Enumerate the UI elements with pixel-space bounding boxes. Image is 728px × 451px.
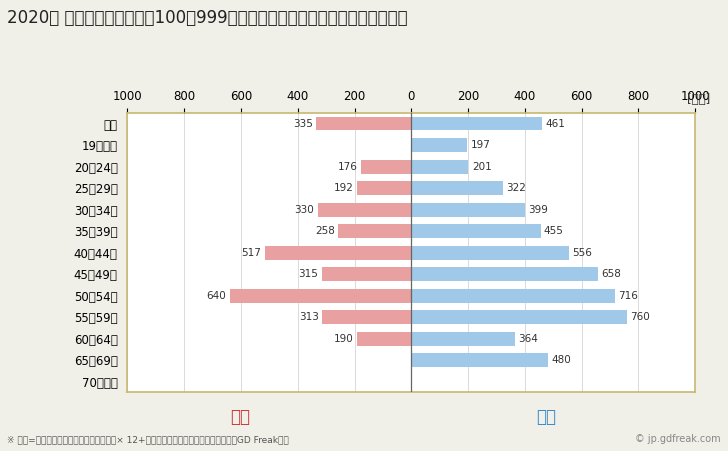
Bar xyxy=(317,202,411,216)
Text: 2020年 民間企業（従業者数100～999人）フルタイム労働者の男女別平均年収: 2020年 民間企業（従業者数100～999人）フルタイム労働者の男女別平均年収 xyxy=(7,9,408,27)
Text: 女性: 女性 xyxy=(230,408,250,426)
Text: 480: 480 xyxy=(551,355,571,365)
Text: 男性: 男性 xyxy=(536,408,556,426)
Text: 517: 517 xyxy=(241,248,261,258)
Text: 197: 197 xyxy=(471,140,491,150)
Bar xyxy=(411,289,614,303)
Text: ※ 年収=「きまって支給する現金給与額」× 12+「年間賞与その他特別給与額」としてGD Freak推計: ※ 年収=「きまって支給する現金給与額」× 12+「年間賞与その他特別給与額」と… xyxy=(7,435,289,444)
Bar xyxy=(411,245,569,260)
Bar xyxy=(229,289,411,303)
Bar xyxy=(323,310,411,324)
Text: 335: 335 xyxy=(293,119,313,129)
Bar xyxy=(361,160,411,174)
Bar xyxy=(411,160,468,174)
Bar xyxy=(411,353,547,367)
Text: 658: 658 xyxy=(601,269,622,279)
Bar xyxy=(264,245,411,260)
Text: 176: 176 xyxy=(338,161,358,171)
Bar xyxy=(411,331,515,345)
Bar xyxy=(338,224,411,238)
Text: 760: 760 xyxy=(630,312,650,322)
Bar xyxy=(357,331,411,345)
Text: 313: 313 xyxy=(299,312,319,322)
Bar xyxy=(411,310,627,324)
Text: 192: 192 xyxy=(333,183,353,193)
Bar xyxy=(411,181,503,195)
Bar xyxy=(316,116,411,130)
Text: 190: 190 xyxy=(334,334,354,344)
Bar xyxy=(411,116,542,130)
Text: 461: 461 xyxy=(545,119,566,129)
Bar xyxy=(411,202,525,216)
Text: 330: 330 xyxy=(294,205,314,215)
Text: 640: 640 xyxy=(207,290,226,300)
Text: 455: 455 xyxy=(544,226,563,236)
Bar xyxy=(411,138,467,152)
Text: 322: 322 xyxy=(506,183,526,193)
Text: 556: 556 xyxy=(573,248,593,258)
Text: 315: 315 xyxy=(298,269,318,279)
Text: 716: 716 xyxy=(618,290,638,300)
Text: [万円]: [万円] xyxy=(687,93,710,106)
Text: 399: 399 xyxy=(528,205,548,215)
Bar xyxy=(411,267,598,281)
Text: 201: 201 xyxy=(472,161,491,171)
Bar xyxy=(411,224,540,238)
Text: 258: 258 xyxy=(314,226,335,236)
Text: 364: 364 xyxy=(518,334,538,344)
Bar xyxy=(322,267,411,281)
Bar xyxy=(357,181,411,195)
Text: © jp.gdfreak.com: © jp.gdfreak.com xyxy=(635,434,721,444)
